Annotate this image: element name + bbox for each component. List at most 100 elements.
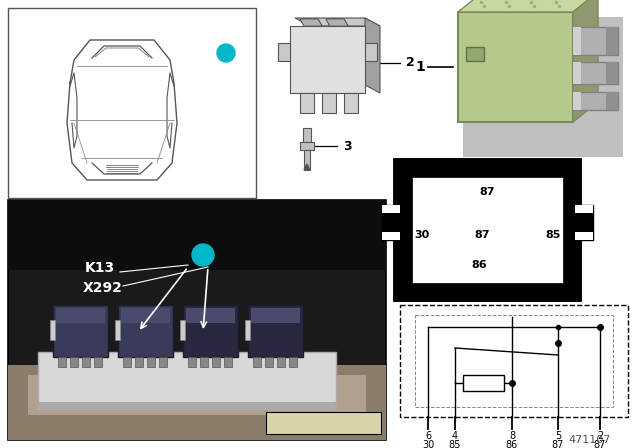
Bar bbox=[382, 205, 400, 240]
Bar bbox=[573, 27, 618, 55]
Bar bbox=[82, 357, 90, 367]
Circle shape bbox=[217, 44, 235, 62]
Bar bbox=[365, 43, 377, 61]
Bar bbox=[277, 357, 285, 367]
Bar bbox=[415, 315, 613, 407]
Bar bbox=[251, 308, 300, 323]
Bar bbox=[575, 205, 593, 240]
Bar bbox=[224, 357, 232, 367]
Polygon shape bbox=[295, 18, 380, 26]
Text: K13: K13 bbox=[85, 261, 115, 275]
Text: 30: 30 bbox=[414, 230, 429, 240]
Bar bbox=[8, 8, 256, 198]
Bar bbox=[159, 357, 167, 367]
Bar bbox=[458, 12, 573, 122]
Bar bbox=[38, 352, 336, 407]
Polygon shape bbox=[458, 0, 598, 12]
Bar bbox=[573, 62, 581, 84]
Bar bbox=[466, 47, 484, 61]
Polygon shape bbox=[300, 19, 322, 26]
Bar bbox=[573, 92, 581, 110]
Polygon shape bbox=[365, 18, 380, 93]
Text: 5: 5 bbox=[555, 431, 561, 441]
Bar bbox=[463, 17, 623, 157]
Bar bbox=[188, 357, 196, 367]
Text: 1: 1 bbox=[415, 60, 425, 74]
Bar bbox=[265, 357, 273, 367]
Bar bbox=[8, 365, 386, 440]
Bar bbox=[573, 92, 618, 110]
Text: 85: 85 bbox=[449, 440, 461, 448]
Bar bbox=[50, 320, 55, 340]
Bar bbox=[212, 357, 220, 367]
Bar bbox=[575, 232, 593, 240]
Bar bbox=[180, 320, 185, 340]
Polygon shape bbox=[304, 164, 310, 170]
Bar bbox=[121, 308, 170, 323]
Bar bbox=[200, 357, 208, 367]
Bar bbox=[300, 93, 314, 113]
Bar bbox=[38, 402, 336, 410]
Bar bbox=[344, 93, 358, 113]
Polygon shape bbox=[300, 19, 322, 26]
Polygon shape bbox=[573, 0, 598, 122]
Text: 85: 85 bbox=[545, 230, 561, 240]
Bar bbox=[135, 357, 143, 367]
Bar bbox=[303, 128, 311, 142]
Text: 86: 86 bbox=[506, 440, 518, 448]
Bar bbox=[304, 150, 310, 170]
Bar bbox=[8, 200, 386, 270]
Bar bbox=[70, 357, 78, 367]
Bar bbox=[147, 357, 155, 367]
Text: 6: 6 bbox=[425, 431, 431, 441]
Text: 1: 1 bbox=[199, 250, 207, 260]
Text: 87: 87 bbox=[552, 440, 564, 448]
Bar bbox=[575, 205, 593, 213]
Bar bbox=[266, 412, 381, 434]
Bar bbox=[606, 62, 618, 84]
Bar bbox=[253, 357, 261, 367]
Bar bbox=[58, 357, 66, 367]
Bar bbox=[94, 357, 102, 367]
Text: 8: 8 bbox=[509, 431, 515, 441]
Bar bbox=[183, 305, 238, 357]
Text: 294042: 294042 bbox=[297, 417, 349, 430]
Text: 87: 87 bbox=[479, 187, 495, 197]
Circle shape bbox=[192, 244, 214, 266]
Bar bbox=[382, 232, 400, 240]
Bar bbox=[573, 62, 618, 84]
Bar bbox=[53, 305, 108, 357]
Bar bbox=[245, 320, 250, 340]
Bar bbox=[248, 305, 303, 357]
Text: 1: 1 bbox=[223, 48, 229, 58]
Polygon shape bbox=[326, 19, 348, 26]
Text: 30: 30 bbox=[422, 440, 434, 448]
Text: 4: 4 bbox=[452, 431, 458, 441]
Polygon shape bbox=[326, 19, 348, 26]
Bar bbox=[400, 305, 628, 417]
Bar bbox=[573, 27, 581, 55]
Bar bbox=[278, 43, 290, 61]
Bar bbox=[400, 165, 575, 295]
Bar bbox=[463, 375, 504, 391]
Bar bbox=[115, 320, 120, 340]
Bar bbox=[8, 200, 386, 440]
Text: 2: 2 bbox=[406, 56, 415, 69]
Bar bbox=[28, 375, 366, 415]
Bar bbox=[382, 205, 400, 213]
Text: 87: 87 bbox=[474, 230, 490, 240]
Bar bbox=[606, 92, 618, 110]
Bar bbox=[186, 308, 235, 323]
Bar bbox=[289, 357, 297, 367]
Bar bbox=[290, 26, 365, 93]
Polygon shape bbox=[300, 19, 322, 26]
Bar bbox=[322, 93, 336, 113]
Bar bbox=[606, 27, 618, 55]
Text: 2: 2 bbox=[597, 431, 603, 441]
Bar bbox=[300, 142, 314, 150]
Text: X292: X292 bbox=[83, 281, 123, 295]
Text: 471107: 471107 bbox=[569, 435, 611, 445]
Text: 3: 3 bbox=[343, 139, 351, 152]
Text: 87: 87 bbox=[594, 440, 606, 448]
Bar bbox=[56, 308, 105, 323]
